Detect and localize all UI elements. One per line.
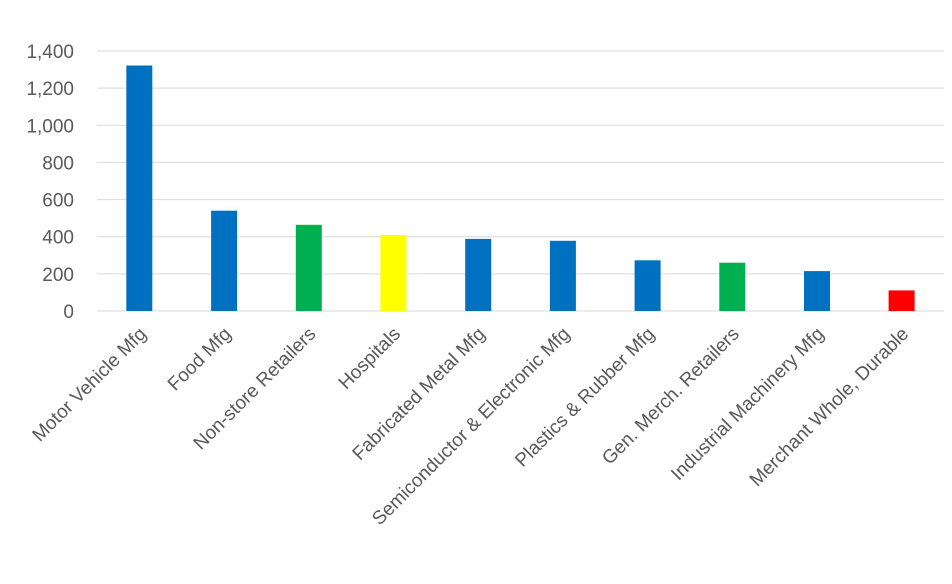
bar-9 — [804, 271, 830, 311]
y-tick-label: 1,200 — [26, 79, 74, 100]
y-tick-label: 400 — [42, 228, 74, 249]
bars — [126, 65, 915, 311]
gridlines — [97, 50, 944, 312]
category-label: Food Mfg — [164, 324, 236, 396]
bar-4 — [380, 234, 407, 311]
bar-10 — [888, 290, 915, 311]
y-tick-label: 1,000 — [26, 116, 74, 137]
y-axis-tick-labels: 0 200 400 600 800 1,000 1,200 1,400 — [26, 42, 74, 323]
category-label: Hospitals — [335, 324, 405, 394]
bar-7 — [634, 260, 661, 311]
y-tick-label: 600 — [42, 191, 74, 212]
category-label: Motor Vehicle Mfg — [29, 324, 151, 446]
bar-8 — [719, 262, 746, 311]
bar-3 — [295, 224, 322, 311]
y-tick-label: 1,400 — [26, 42, 74, 63]
bar-2 — [211, 210, 238, 311]
y-tick-label: 800 — [42, 153, 74, 174]
bar-6 — [549, 240, 576, 311]
category-label: Merchant Whole, Durable — [746, 324, 913, 491]
category-label: Industrial Machinery Mfg — [667, 324, 828, 485]
bar-5 — [465, 238, 492, 311]
category-label: Gen. Merch. Retailers — [598, 324, 744, 470]
bar-1 — [126, 65, 153, 311]
category-label: Plastics & Rubber Mfg — [511, 324, 659, 472]
y-tick-label: 0 — [63, 302, 74, 323]
y-tick-label: 200 — [42, 265, 74, 286]
